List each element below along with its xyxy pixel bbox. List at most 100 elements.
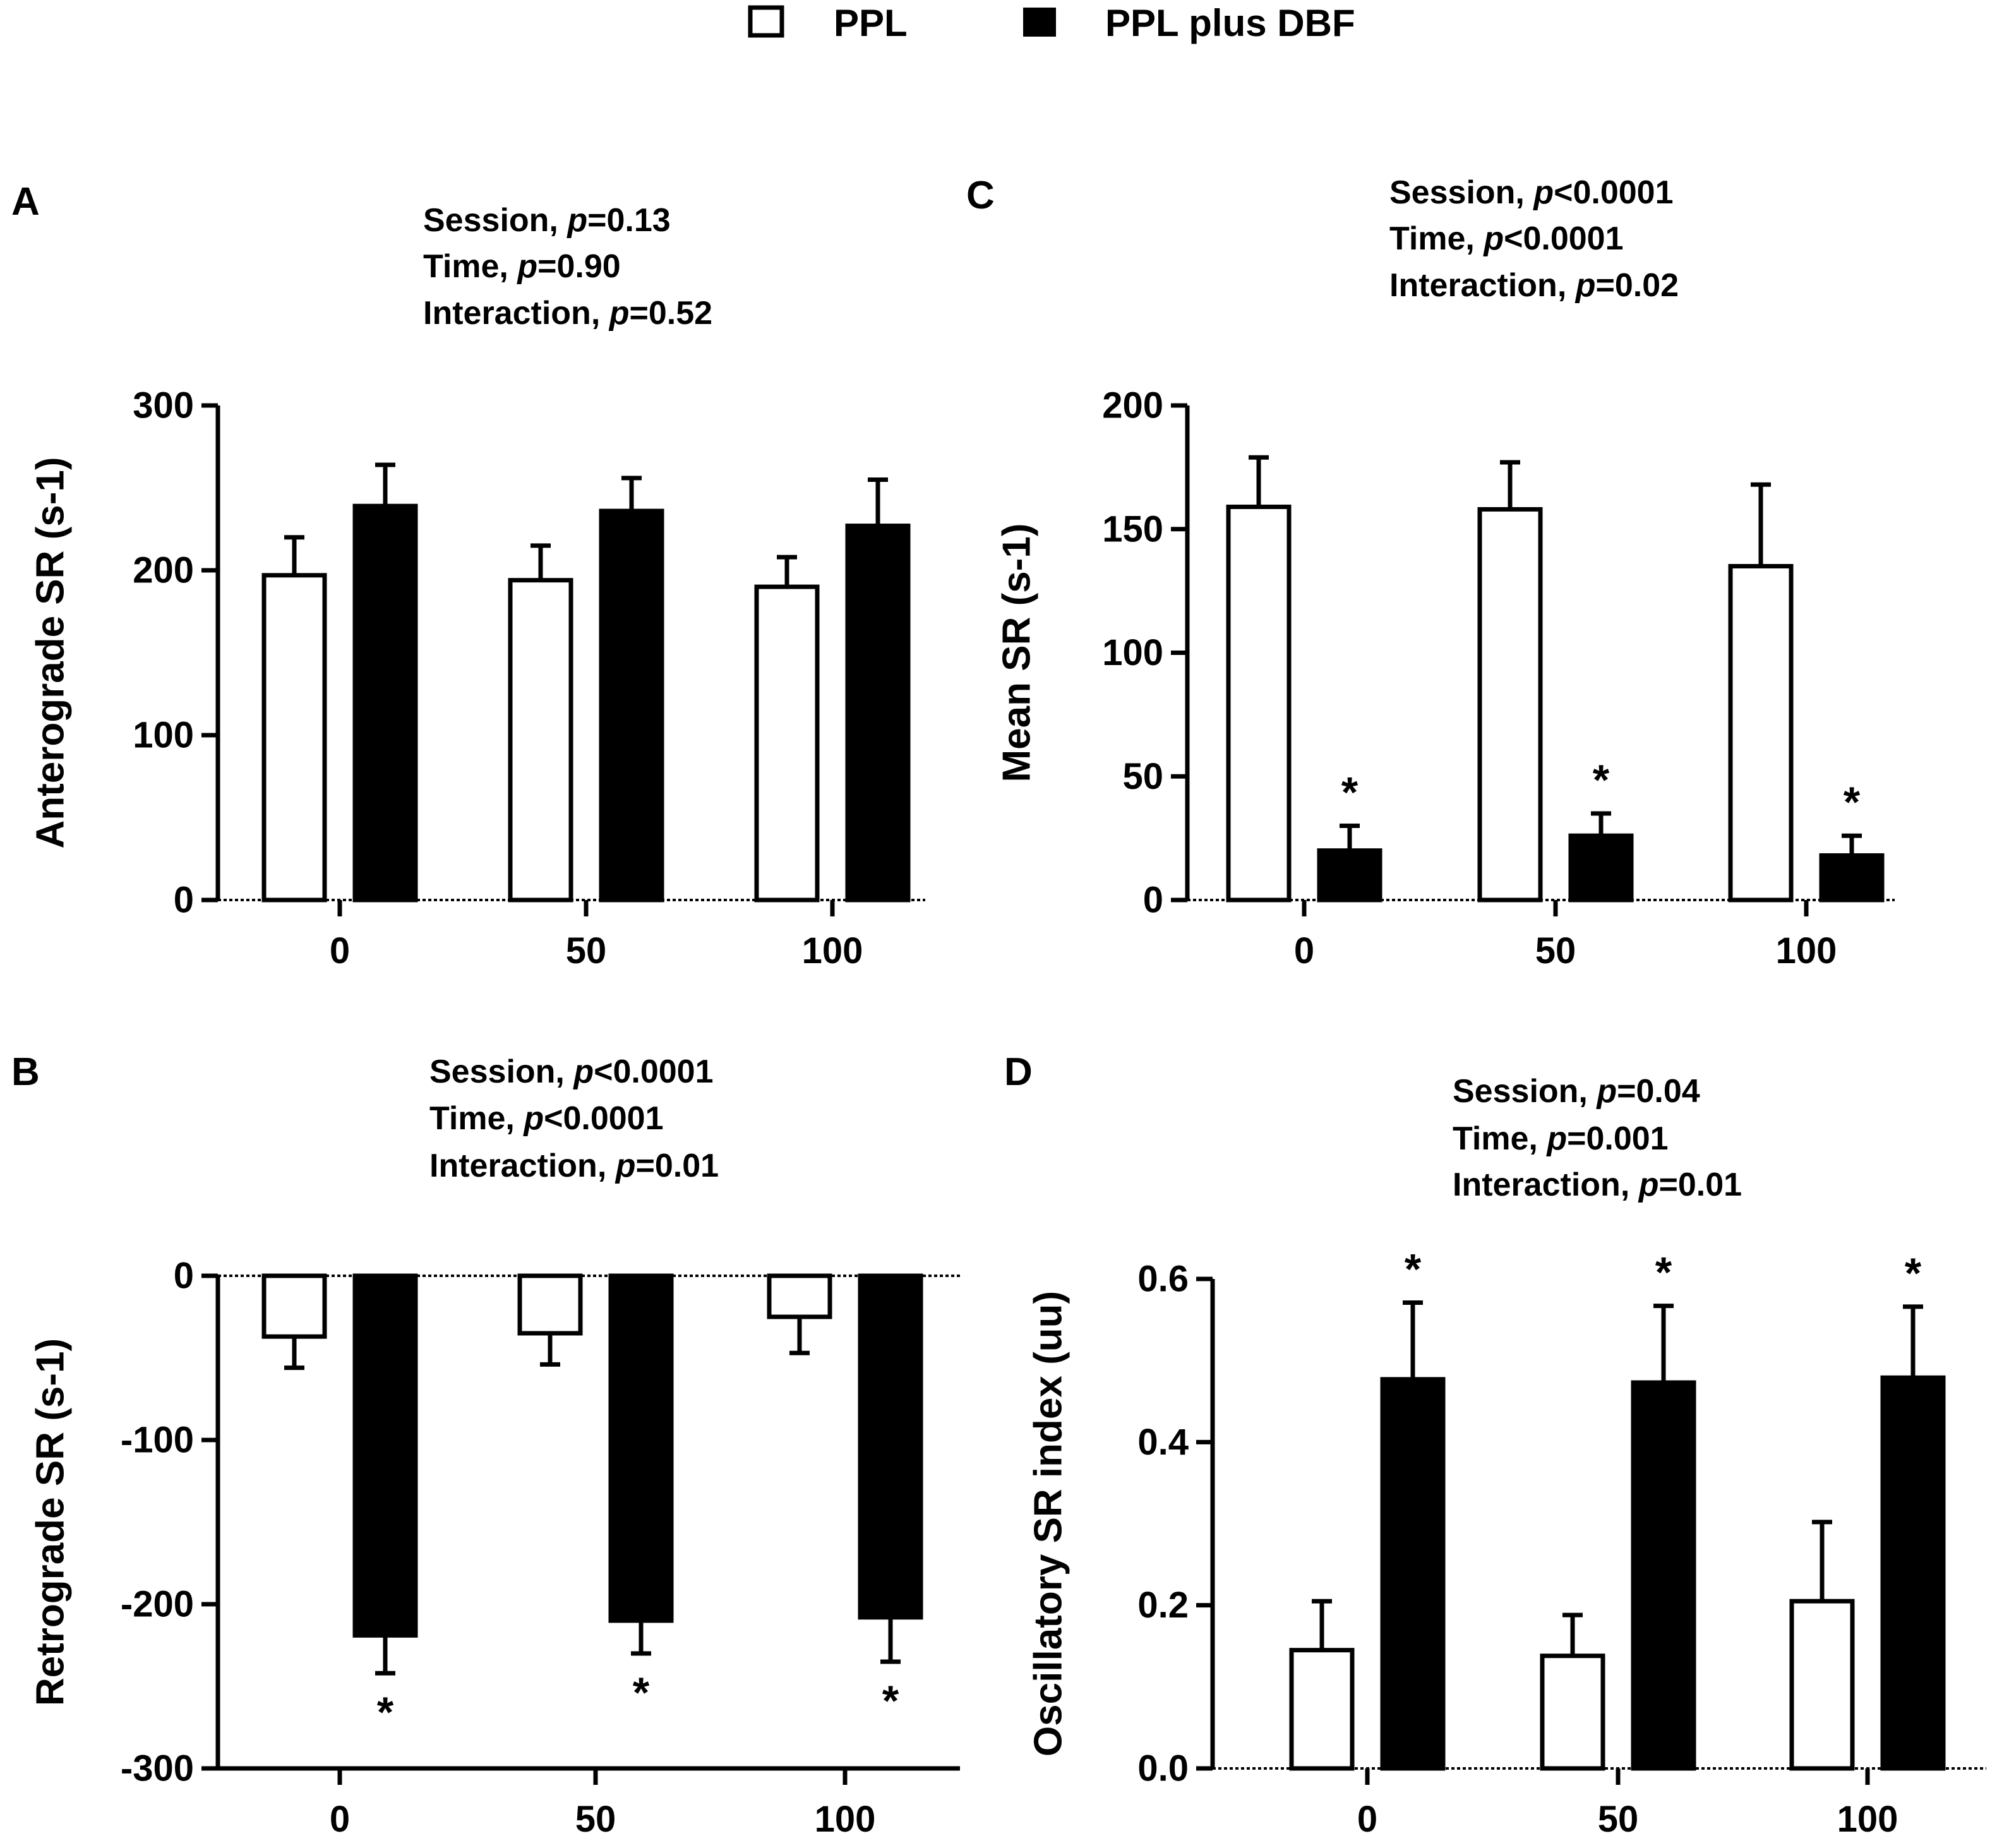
bar-ppl <box>261 1273 327 1339</box>
stats-line: Interaction, p=0.01 <box>429 1148 719 1184</box>
stats-label: Session, <box>1389 174 1533 211</box>
y-axis-label: Mean SR (s-1) <box>995 524 1039 783</box>
y-tick-label: 150 <box>1102 508 1163 549</box>
bar-ppl-plus-dbf <box>1380 1377 1446 1771</box>
y-tick-label: 0.6 <box>1137 1259 1189 1300</box>
stats-p: p <box>1595 1073 1617 1110</box>
stats-line: Session, p=0.13 <box>423 202 671 239</box>
bar-ppl-plus-dbf <box>1631 1380 1696 1771</box>
bar-ppl <box>1789 1599 1855 1771</box>
x-tick-label: 100 <box>802 930 863 971</box>
bar-ppl-plus-dbf <box>352 1273 418 1638</box>
legend-swatch-dbf <box>1023 8 1056 37</box>
bar-ppl <box>1477 507 1543 903</box>
panel-label: C <box>966 174 995 217</box>
stats-value: <0.0001 <box>1554 174 1673 211</box>
bar-ppl-plus-dbf <box>858 1273 923 1620</box>
y-tick-label: 300 <box>133 385 194 426</box>
y-axis-label: Retrograde SR (s-1) <box>29 1338 73 1706</box>
stats-value: <0.0001 <box>1504 220 1623 257</box>
significance-star: * <box>1655 1249 1672 1297</box>
stats-label: Time, <box>423 248 517 285</box>
stats-p: p <box>572 1053 594 1090</box>
stats-label: Interaction, <box>1389 267 1576 304</box>
stats-label: Time, <box>1453 1120 1547 1157</box>
stats-p: p <box>615 1148 636 1184</box>
panel-label: A <box>11 180 40 224</box>
stats-p: p <box>1482 220 1504 257</box>
stats-value: =0.13 <box>587 202 671 239</box>
stats-label: Time, <box>1389 220 1484 257</box>
stats-line: Time, p=0.001 <box>1453 1120 1669 1157</box>
stats-line: Interaction, p=0.52 <box>423 295 712 332</box>
legend-label-ppl: PPL <box>834 2 908 44</box>
stats-label: Session, <box>423 202 567 239</box>
legend-label-dbf: PPL plus DBF <box>1105 2 1355 44</box>
x-tick-label: 0 <box>330 930 350 971</box>
y-tick-label: 0.0 <box>1137 1748 1189 1789</box>
stats-p: p <box>1532 174 1554 211</box>
stats-label: Interaction, <box>423 295 609 332</box>
y-axis-label: Anterograde SR (s-1) <box>29 457 73 848</box>
y-tick-label: 0 <box>1143 880 1163 921</box>
legend: PPL PPL plus DBF <box>748 2 1355 44</box>
x-tick-label: 0 <box>330 1799 350 1840</box>
x-tick-label: 0 <box>1294 930 1314 971</box>
bar-ppl-plus-dbf <box>1880 1375 1946 1771</box>
stats-line: Interaction, p=0.02 <box>1389 267 1679 304</box>
stats-p: p <box>1545 1120 1567 1157</box>
bar-ppl-plus-dbf <box>352 503 418 903</box>
stats-value: =0.01 <box>635 1148 719 1184</box>
stats-p: p <box>1574 267 1596 304</box>
x-tick-label: 50 <box>575 1799 616 1840</box>
y-tick-label: 0.4 <box>1137 1422 1189 1463</box>
stats-value: =0.01 <box>1658 1167 1742 1203</box>
y-tick-label: 100 <box>133 715 194 756</box>
y-tick-label: 0 <box>174 880 194 921</box>
stats-label: Interaction, <box>1453 1167 1639 1203</box>
x-tick-label: 50 <box>566 930 607 971</box>
stats-p: p <box>522 1100 544 1137</box>
stats-value: =0.02 <box>1595 267 1679 304</box>
y-tick-label: 200 <box>133 550 194 591</box>
significance-star: * <box>1405 1245 1422 1293</box>
stats-label: Interaction, <box>429 1148 616 1184</box>
stats-p: p <box>566 202 587 239</box>
bar-ppl <box>1728 563 1794 903</box>
stats-line: Time, p<0.0001 <box>429 1100 664 1137</box>
significance-star: * <box>377 1688 394 1736</box>
stats-label: Session, <box>429 1053 573 1090</box>
bar-ppl-plus-dbf <box>1568 833 1634 903</box>
stats-value: <0.0001 <box>594 1053 713 1090</box>
x-tick-label: 50 <box>1598 1799 1639 1840</box>
panel-label: D <box>1004 1050 1033 1094</box>
bar-ppl-plus-dbf <box>608 1273 674 1623</box>
significance-star: * <box>633 1669 650 1717</box>
stats-line: Time, p=0.90 <box>423 248 621 285</box>
y-tick-label: 0 <box>174 1256 194 1297</box>
bar-ppl <box>517 1273 583 1336</box>
bar-ppl <box>767 1273 832 1319</box>
stats-line: Session, p<0.0001 <box>1389 174 1674 211</box>
x-tick-label: 50 <box>1535 930 1576 971</box>
bar-ppl <box>1226 505 1292 903</box>
stats-value: =0.04 <box>1617 1073 1700 1110</box>
stats-p: p <box>516 248 537 285</box>
bar-ppl <box>1540 1653 1605 1771</box>
stats-label: Session, <box>1453 1073 1597 1110</box>
bar-ppl-plus-dbf <box>1819 853 1885 903</box>
bar-ppl-plus-dbf <box>1317 848 1382 903</box>
stats-value: <0.0001 <box>544 1100 663 1137</box>
bar-ppl <box>261 573 327 903</box>
y-tick-label: -100 <box>121 1420 194 1461</box>
x-tick-label: 100 <box>1776 930 1837 971</box>
stats-line: Time, p<0.0001 <box>1389 220 1624 257</box>
bar-ppl <box>1289 1648 1355 1771</box>
stats-value: =0.001 <box>1567 1120 1669 1157</box>
significance-star: * <box>1593 756 1610 804</box>
